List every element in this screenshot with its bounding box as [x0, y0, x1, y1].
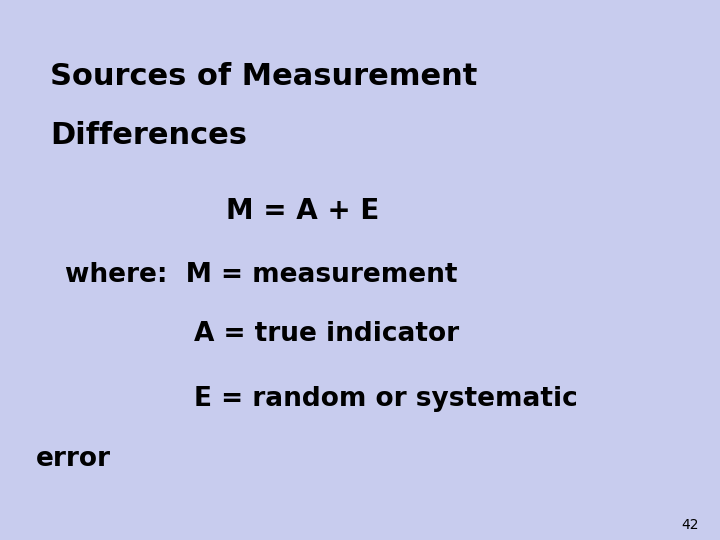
Text: Differences: Differences — [50, 122, 248, 151]
Text: error: error — [36, 446, 111, 471]
Text: E = random or systematic: E = random or systematic — [194, 386, 578, 412]
Text: M = A + E: M = A + E — [226, 197, 379, 225]
Text: A = true indicator: A = true indicator — [194, 321, 459, 347]
Text: Sources of Measurement: Sources of Measurement — [50, 62, 478, 91]
Text: 42: 42 — [681, 518, 698, 532]
Text: where:  M = measurement: where: M = measurement — [65, 262, 457, 288]
